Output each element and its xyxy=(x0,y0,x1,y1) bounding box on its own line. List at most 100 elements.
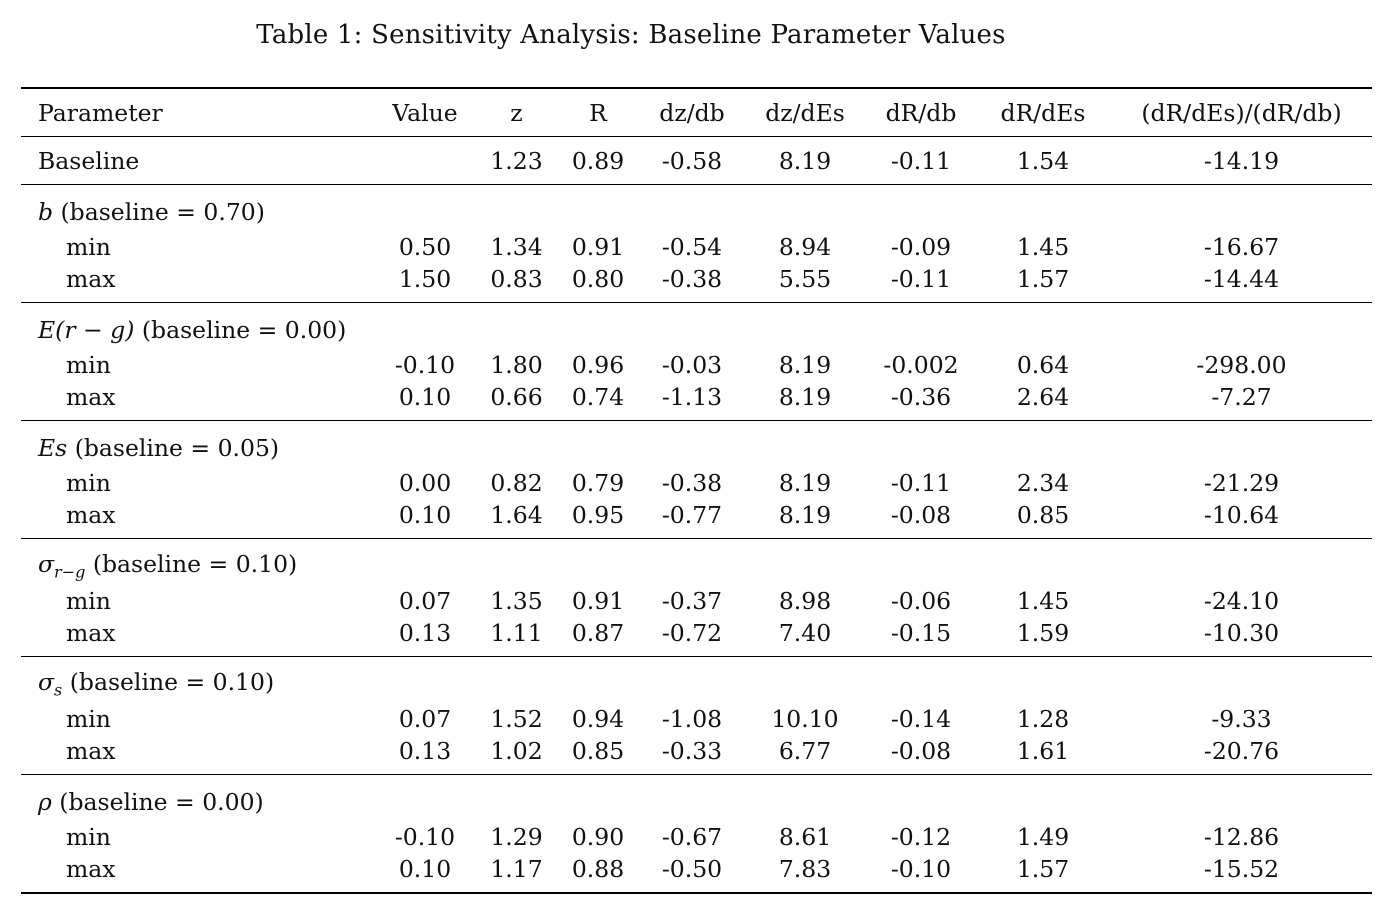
group-title: Es (baseline = 0.05) xyxy=(21,421,1372,467)
cell-dz-db: -0.67 xyxy=(661,822,723,851)
table-header: Parameter Value z R dz/db dz/dEs dR/db d… xyxy=(21,88,1372,137)
cell-z: 1.80 xyxy=(490,350,543,379)
baseline-dr-des: 1.54 xyxy=(1016,146,1070,175)
group-header-row: σs (baseline = 0.10) xyxy=(21,657,1372,703)
parameter-symbol: σ xyxy=(38,668,55,697)
row-label: max xyxy=(66,500,116,529)
row-label: min xyxy=(66,468,111,497)
cell-dz-db: -0.37 xyxy=(661,586,723,615)
parameter-baseline-note: (baseline = 0.00) xyxy=(51,788,264,816)
cell-dr-des: 1.45 xyxy=(1016,586,1070,615)
cell-dz-des: 8.19 xyxy=(778,468,832,497)
cell-dr-des: 0.64 xyxy=(1016,350,1070,379)
table-row: max 0.10 0.66 0.74 -1.13 8.19 -0.36 2.64 -7.27 xyxy=(21,381,1372,421)
cell-dr-db: -0.002 xyxy=(883,350,959,379)
parameter-baseline-note: (baseline = 0.10) xyxy=(62,668,275,697)
group-title: σr−g (baseline = 0.10) xyxy=(21,539,1372,585)
cell-dr-db: -0.11 xyxy=(890,468,952,497)
column-header-parameter: Parameter xyxy=(38,98,163,127)
table-row: max 0.10 1.17 0.88 -0.50 7.83 -0.10 1.57 -15.52 xyxy=(21,853,1372,893)
cell-dz-des: 6.77 xyxy=(778,736,832,765)
header-row: Parameter Value z R dz/db dz/dEs dR/db d… xyxy=(21,88,1372,137)
cell-dr-des: 1.28 xyxy=(1016,704,1070,733)
cell-ratio: -24.10 xyxy=(1203,586,1280,615)
cell-r: 0.85 xyxy=(571,736,625,765)
cell-value: 1.50 xyxy=(398,264,452,293)
cell-dr-des: 1.57 xyxy=(1016,264,1070,293)
parameter-baseline-note: (baseline = 0.00) xyxy=(134,316,347,344)
group-header-row: Es (baseline = 0.05) xyxy=(21,421,1372,467)
cell-dz-des: 10.10 xyxy=(771,704,839,733)
parameter-group: σs (baseline = 0.10) min 0.07 1.52 0.94 -1.08… xyxy=(21,657,1372,775)
table-row: max 1.50 0.83 0.80 -0.38 5.55 -0.11 1.57 -14.44 xyxy=(21,263,1372,303)
cell-dz-db: -0.38 xyxy=(661,264,723,293)
cell-dz-des: 8.94 xyxy=(778,232,832,261)
group-header-row: ρ (baseline = 0.00) xyxy=(21,775,1372,821)
cell-dr-des: 1.45 xyxy=(1016,232,1070,261)
cell-dr-db: -0.08 xyxy=(890,736,952,765)
cell-z: 1.11 xyxy=(490,618,543,647)
parameter-baseline-note: (baseline = 0.10) xyxy=(85,550,298,579)
cell-dz-des: 5.55 xyxy=(778,264,832,293)
group-header-row: E(r − g) (baseline = 0.00) xyxy=(21,303,1372,349)
cell-ratio: -14.44 xyxy=(1203,264,1280,293)
cell-z: 0.83 xyxy=(490,264,543,293)
table-caption: Table 1: Sensitivity Analysis: Baseline … xyxy=(256,20,1006,50)
row-label: max xyxy=(66,618,116,647)
baseline-dr-db: -0.11 xyxy=(890,146,952,175)
cell-dr-db: -0.15 xyxy=(890,618,952,647)
column-header-dr-des: dR/dEs xyxy=(1000,98,1086,127)
column-header-z: z xyxy=(510,98,523,127)
parameter-baseline-note: (baseline = 0.05) xyxy=(67,434,280,462)
column-header-dz-des: dz/dEs xyxy=(765,98,845,127)
cell-dz-db: -1.13 xyxy=(661,382,723,411)
row-label: max xyxy=(66,264,116,293)
group-title: b (baseline = 0.70) xyxy=(21,185,1372,231)
parameter-symbol: b xyxy=(38,198,54,226)
column-header-dr-db: dR/db xyxy=(885,98,957,127)
cell-dr-db: -0.12 xyxy=(890,822,952,851)
table-row: max 0.13 1.02 0.85 -0.33 6.77 -0.08 1.61 -20.76 xyxy=(21,735,1372,775)
cell-dz-db: -0.33 xyxy=(661,736,723,765)
parameter-group: σr−g (baseline = 0.10) min 0.07 1.35 0.91 -0.… xyxy=(21,539,1372,657)
baseline-row: Baseline 1.23 0.89 -0.58 8.19 -0.11 1.54… xyxy=(21,137,1372,185)
cell-dz-des: 8.19 xyxy=(778,350,832,379)
cell-r: 0.87 xyxy=(571,618,625,647)
cell-ratio: -16.67 xyxy=(1203,232,1280,261)
row-label: max xyxy=(66,736,116,765)
table-row: min 0.07 1.52 0.94 -1.08 10.10 -0.14 1.28 -9.33 xyxy=(21,702,1372,735)
cell-value: 0.10 xyxy=(398,854,452,883)
cell-dz-des: 8.98 xyxy=(778,586,832,615)
cell-r: 0.79 xyxy=(571,468,625,497)
cell-dz-des: 7.40 xyxy=(778,618,832,647)
cell-z: 1.35 xyxy=(490,586,543,615)
cell-dr-db: -0.36 xyxy=(890,382,952,411)
cell-ratio: -298.00 xyxy=(1196,350,1287,379)
cell-r: 0.74 xyxy=(571,382,625,411)
row-label: max xyxy=(66,382,116,411)
row-label: min xyxy=(66,350,111,379)
table-row: min 0.50 1.34 0.91 -0.54 8.94 -0.09 1.45 -16.67 xyxy=(21,230,1372,263)
cell-value: 0.10 xyxy=(398,500,452,529)
column-header-dz-db: dz/db xyxy=(659,98,725,127)
cell-dz-db: -0.54 xyxy=(661,232,723,261)
cell-z: 1.17 xyxy=(490,854,543,883)
cell-dz-db: -0.38 xyxy=(661,468,723,497)
parameter-group: b (baseline = 0.70) min 0.50 1.34 0.91 -0.54 8… xyxy=(21,185,1372,303)
row-label: min xyxy=(66,232,111,261)
table-row: max 0.13 1.11 0.87 -0.72 7.40 -0.15 1.59 -10.30 xyxy=(21,617,1372,657)
row-label: min xyxy=(66,822,111,851)
group-header-row: σr−g (baseline = 0.10) xyxy=(21,539,1372,585)
cell-value: 0.13 xyxy=(398,736,452,765)
cell-ratio: -12.86 xyxy=(1203,822,1280,851)
baseline-value xyxy=(372,137,478,185)
group-title: ρ (baseline = 0.00) xyxy=(21,775,1372,821)
cell-dr-des: 1.49 xyxy=(1016,822,1070,851)
baseline-z: 1.23 xyxy=(490,146,543,175)
cell-dr-des: 1.61 xyxy=(1016,736,1070,765)
cell-value: -0.10 xyxy=(394,350,456,379)
cell-dr-db: -0.14 xyxy=(890,704,952,733)
cell-ratio: -9.33 xyxy=(1211,704,1272,733)
parameter-group: E(r − g) (baseline = 0.00) min -0.10 1.80 0.… xyxy=(21,303,1372,421)
cell-r: 0.95 xyxy=(571,500,625,529)
